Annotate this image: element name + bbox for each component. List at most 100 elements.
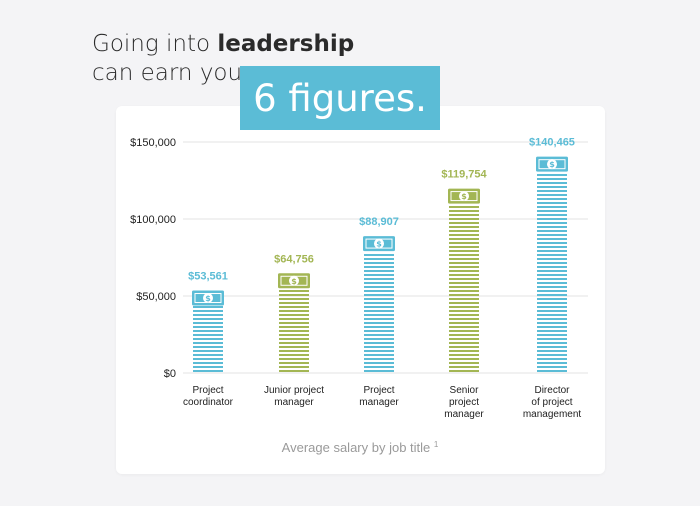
bar-stripe — [279, 358, 309, 360]
bar-stripe — [364, 322, 394, 324]
bar-stripe — [449, 218, 479, 220]
bar-stripe — [364, 358, 394, 360]
bar-stripe — [537, 178, 567, 180]
bar-stripe — [364, 302, 394, 304]
bar-stripe — [193, 314, 223, 316]
bar-stripe — [193, 350, 223, 352]
bar-stripe — [537, 330, 567, 332]
bar-stripe — [449, 362, 479, 364]
bar-stripe — [279, 334, 309, 336]
bar-stripe — [449, 234, 479, 236]
category-label: Project coordinator — [183, 385, 234, 408]
bar-stripe — [537, 322, 567, 324]
y-tick-label: $50,000 — [136, 291, 176, 303]
bar-stripe — [537, 254, 567, 256]
bar-stripe — [279, 310, 309, 312]
bar-stripe — [279, 322, 309, 324]
bar-stripe — [537, 246, 567, 248]
bar-stripe — [364, 278, 394, 280]
value-label: $53,561 — [188, 271, 228, 283]
bar-stripe — [537, 242, 567, 244]
category-label: Director of project management — [523, 385, 582, 420]
category-label: Junior project manager — [264, 385, 324, 408]
bar-stripe — [449, 350, 479, 352]
bar-stripe — [364, 350, 394, 352]
bar-stripe — [364, 338, 394, 340]
bar-stripe — [537, 226, 567, 228]
bar-stripe — [537, 362, 567, 364]
bar-stripe — [279, 370, 309, 372]
bar-stripe — [279, 366, 309, 368]
bar-stripe — [364, 334, 394, 336]
bar-stripe — [279, 294, 309, 296]
value-label: $64,756 — [274, 253, 314, 265]
bar-stripe — [449, 270, 479, 272]
chart-card — [116, 106, 605, 474]
value-label: $88,907 — [359, 216, 399, 228]
bar-stripe — [279, 362, 309, 364]
bar-stripe — [279, 318, 309, 320]
bar-stripe — [537, 250, 567, 252]
bar-stripe — [537, 334, 567, 336]
value-label: $140,465 — [529, 137, 575, 149]
bar-stripe — [449, 278, 479, 280]
bar-stripe — [537, 230, 567, 232]
dollar-bill-icon: $ — [278, 273, 310, 289]
headline-bold: leadership — [217, 31, 355, 57]
bar-stripe — [449, 246, 479, 248]
bar-stripe — [449, 254, 479, 256]
bar-stripe — [449, 310, 479, 312]
bar-stripe — [449, 358, 479, 360]
bar-stripe — [193, 338, 223, 340]
bar-stripe — [449, 302, 479, 304]
bar-stripe — [193, 370, 223, 372]
bar-stripe — [364, 366, 394, 368]
bar-stripe — [193, 354, 223, 356]
bar-stripe — [537, 174, 567, 176]
bar-stripe — [449, 314, 479, 316]
category-label-line: manager — [359, 397, 399, 408]
bar-stripe — [449, 290, 479, 292]
bar-stripe — [279, 338, 309, 340]
bar-stripe — [537, 198, 567, 200]
bill-symbol: $ — [549, 160, 555, 169]
dollar-bill-icon: $ — [192, 290, 224, 306]
dollar-bill-icon: $ — [448, 188, 480, 204]
bar-stripe — [537, 350, 567, 352]
bar: $ — [278, 273, 310, 372]
bar-stripe — [537, 218, 567, 220]
bar-stripe — [193, 334, 223, 336]
bar-stripe — [193, 342, 223, 344]
category-label-line: manager — [274, 397, 314, 408]
category-label-line: of project — [531, 397, 572, 408]
headline-line-2: can earn you — [92, 60, 243, 86]
bar-stripe — [279, 342, 309, 344]
bar-stripe — [364, 346, 394, 348]
bar-stripe — [279, 306, 309, 308]
bar-stripe — [537, 298, 567, 300]
bar-stripe — [537, 290, 567, 292]
bar-stripe — [364, 262, 394, 264]
bar-stripe — [449, 330, 479, 332]
bill-symbol: $ — [376, 240, 382, 249]
bar-stripe — [193, 362, 223, 364]
bar-stripe — [279, 350, 309, 352]
bar-stripe — [537, 366, 567, 368]
bar-stripe — [449, 342, 479, 344]
bar-stripe — [449, 214, 479, 216]
bar-stripe — [449, 266, 479, 268]
bar-stripe — [449, 366, 479, 368]
bar-stripe — [537, 346, 567, 348]
category-label-line: manager — [444, 409, 484, 420]
headline: Going into leadership can earn you — [92, 30, 354, 88]
category-label-line: Director — [534, 385, 570, 396]
bar-stripe — [537, 302, 567, 304]
bar-stripe — [193, 366, 223, 368]
bar-stripe — [449, 326, 479, 328]
bar-stripe — [449, 226, 479, 228]
bar-stripe — [537, 186, 567, 188]
bar-stripe — [537, 222, 567, 224]
bar-stripe — [449, 282, 479, 284]
category-label: Project manager — [359, 385, 399, 408]
value-label: $119,754 — [441, 169, 487, 181]
